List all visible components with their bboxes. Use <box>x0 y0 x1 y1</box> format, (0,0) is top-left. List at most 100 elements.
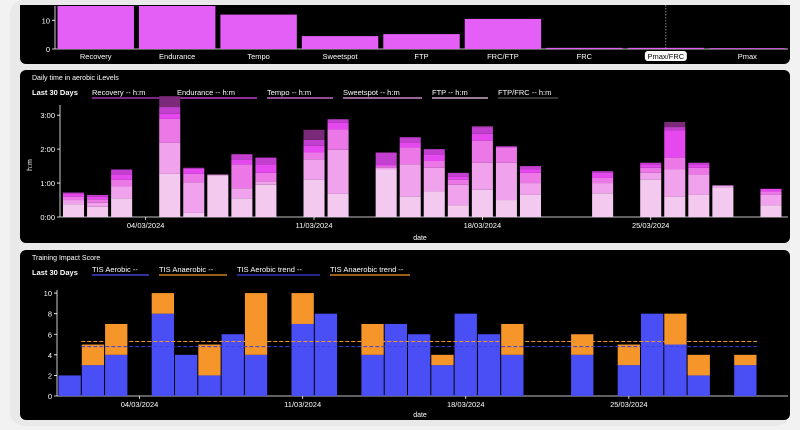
aerobic-bar <box>314 313 338 396</box>
day-stack[interactable] <box>291 293 314 396</box>
aerobic-bar <box>734 365 757 396</box>
day-stack[interactable] <box>105 323 128 396</box>
day-stack[interactable] <box>399 137 421 217</box>
zone-bar[interactable] <box>464 18 542 49</box>
day-stack[interactable] <box>255 157 277 217</box>
day-stack[interactable] <box>617 344 640 396</box>
zone-segment <box>760 194 782 206</box>
day-stack[interactable] <box>151 293 174 396</box>
day-stack[interactable] <box>640 162 662 217</box>
day-stack[interactable] <box>81 344 105 396</box>
category-label: Pmax/FRC <box>647 52 684 61</box>
zone-segment <box>159 142 181 174</box>
legend-entry[interactable]: TIS Aerobic -- <box>92 265 138 274</box>
zone-bar[interactable] <box>709 48 786 49</box>
zone-segment <box>664 157 686 170</box>
day-stack[interactable] <box>375 152 397 217</box>
aerobic-bar <box>175 354 198 396</box>
day-stack[interactable] <box>688 162 710 217</box>
aerobic-bar <box>454 313 477 396</box>
zone-segment <box>640 172 662 180</box>
day-stack[interactable] <box>760 188 782 217</box>
y-tick-label: 4 <box>48 351 52 360</box>
zone-segment <box>688 164 710 168</box>
day-stack[interactable] <box>423 149 445 217</box>
legend-entry[interactable]: Recovery -- h:m <box>92 88 145 97</box>
day-stack[interactable] <box>664 121 686 217</box>
anaerobic-bar <box>664 313 687 345</box>
zone-segment <box>519 194 541 217</box>
day-stack[interactable] <box>183 167 205 217</box>
x-tick-label: 04/03/2024 <box>121 400 159 409</box>
day-stack[interactable] <box>159 96 181 217</box>
day-stack[interactable] <box>471 126 493 217</box>
day-stack[interactable] <box>408 334 431 396</box>
day-stack[interactable] <box>431 354 454 396</box>
day-stack[interactable] <box>207 174 229 217</box>
day-stack[interactable] <box>687 354 710 396</box>
category-label: FRC/FTP <box>487 52 519 61</box>
zone-bar[interactable] <box>383 34 460 49</box>
day-stack[interactable] <box>734 354 757 396</box>
day-stack[interactable] <box>447 172 469 217</box>
day-stack[interactable] <box>221 334 244 396</box>
day-stack[interactable] <box>384 323 407 396</box>
day-stack[interactable] <box>314 313 338 396</box>
day-stack[interactable] <box>571 334 594 396</box>
day-stack[interactable] <box>477 334 501 396</box>
zone-segment <box>255 172 277 182</box>
legend-entry[interactable]: FTP -- h:m <box>432 88 468 97</box>
zone-segment <box>183 167 205 169</box>
zone-segment <box>159 96 181 108</box>
legend-entry[interactable]: TIS Aerobic trend -- <box>237 265 303 274</box>
legend-entry[interactable]: TIS Anaerobic trend -- <box>330 265 404 274</box>
aerobic-bar <box>58 375 81 396</box>
zone-bar[interactable] <box>220 14 297 50</box>
day-stack[interactable] <box>501 323 524 396</box>
day-stack[interactable] <box>175 354 198 396</box>
day-stack[interactable] <box>111 169 133 217</box>
training-impact-panel: Training Impact Score Last 30 Days TIS A… <box>20 250 790 420</box>
zone-segment <box>640 179 662 217</box>
aerobic-bar <box>571 354 594 396</box>
panel-title: Training Impact Score <box>32 255 100 262</box>
day-stack[interactable] <box>454 313 477 396</box>
legend-entry[interactable]: Endurance -- h:m <box>177 88 235 97</box>
day-stack[interactable] <box>495 146 517 217</box>
legend-entry[interactable]: Sweetspot -- h:m <box>343 88 400 97</box>
day-stack[interactable] <box>198 344 221 396</box>
zone-bar[interactable] <box>301 36 379 49</box>
daily-ilevels-chart: Daily time in aerobic iLevels Last 30 Da… <box>27 75 788 242</box>
legend-entry[interactable]: TIS Anaerobic -- <box>159 265 214 274</box>
day-stack[interactable] <box>303 129 325 217</box>
zone-segment <box>111 198 133 217</box>
day-stack[interactable] <box>361 323 384 396</box>
zone-bar[interactable] <box>138 6 216 49</box>
zone-bar[interactable] <box>546 47 623 49</box>
day-stack[interactable] <box>244 293 268 396</box>
day-stack[interactable] <box>63 192 85 217</box>
day-stack[interactable] <box>712 185 734 217</box>
day-stack[interactable] <box>641 313 664 396</box>
zone-segment <box>423 149 445 155</box>
zone-segment <box>111 169 133 175</box>
zone-segment <box>688 174 710 195</box>
legend-entry[interactable]: Tempo -- h:m <box>267 88 311 97</box>
day-stack[interactable] <box>327 119 349 217</box>
day-stack[interactable] <box>592 171 614 217</box>
aerobic-bar <box>361 354 384 396</box>
day-stack[interactable] <box>664 313 687 396</box>
day-stack[interactable] <box>231 154 253 217</box>
category-label: FTP <box>414 52 428 61</box>
daily-ilevels-panel: Daily time in aerobic iLevels Last 30 Da… <box>20 70 790 243</box>
x-tick-label: 04/03/2024 <box>127 221 165 230</box>
day-stack[interactable] <box>519 166 541 217</box>
zone-segment <box>87 202 109 207</box>
day-stack[interactable] <box>87 194 109 217</box>
day-stack[interactable] <box>58 375 81 396</box>
zone-bar[interactable] <box>57 6 134 49</box>
zone-segment <box>63 196 85 201</box>
zone-segment <box>111 179 133 187</box>
legend-entry[interactable]: FTP/FRC -- h:m <box>498 88 551 97</box>
zone-segment <box>183 168 205 174</box>
